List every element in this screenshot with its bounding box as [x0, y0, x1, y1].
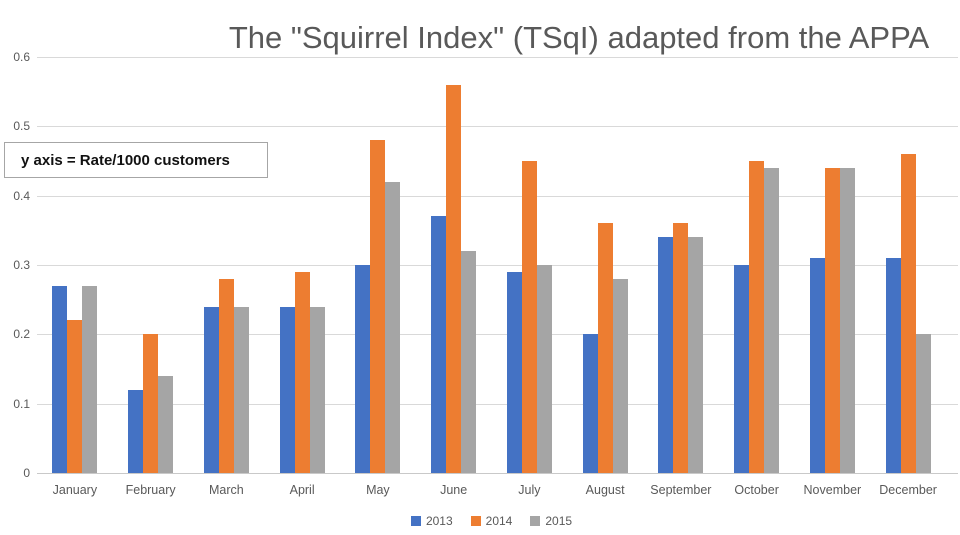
category-group-january [37, 0, 113, 473]
legend-item-2014: 2014 [470, 514, 513, 528]
legend: 2013 2014 2015 [37, 514, 946, 528]
bar-2015-may [385, 181, 401, 473]
bar-2013-april [279, 306, 295, 473]
bar-2015-december [915, 334, 931, 473]
category-group-july [492, 0, 568, 473]
category-group-june [416, 0, 492, 473]
gridline [37, 403, 958, 405]
bar-2013-february [128, 389, 144, 473]
bar-2015-january [82, 285, 98, 473]
bar-2014-october [749, 161, 765, 473]
plot-gridlines [37, 0, 958, 535]
category-group-february [113, 0, 189, 473]
bar-2014-september [673, 223, 689, 473]
gridline [37, 334, 958, 336]
bar-2013-june [431, 216, 447, 473]
x-axis-label-march: March [209, 483, 244, 497]
gridline [37, 265, 958, 266]
y-axis-annotation-text: y axis = Rate/1000 customers [21, 151, 230, 169]
x-axis-line [37, 473, 958, 474]
x-axis-label-january: January [52, 483, 98, 497]
bar-2013-september [658, 237, 674, 473]
x-axis-label-october: October [734, 483, 779, 497]
bar-2015-november [839, 167, 855, 473]
category-group-march [189, 0, 265, 473]
bar-2015-october [764, 167, 780, 473]
x-axis-label-june: June [440, 483, 468, 497]
bar-2014-march [218, 278, 234, 473]
bar-2013-october [734, 265, 750, 473]
y-axis-tick-label: 0 [23, 466, 30, 480]
x-axis-label-september: September [650, 483, 712, 497]
category-group-august [567, 0, 643, 473]
bar-2015-august [612, 278, 628, 473]
bar-2015-february [158, 375, 174, 473]
bar-2015-july [536, 265, 552, 473]
bar-2015-march [233, 306, 249, 473]
y-axis-tick-label: 0.2 [13, 327, 30, 342]
bar-2014-february [143, 334, 159, 473]
legend-swatch-2014 [470, 516, 481, 526]
x-axis-label-may: May [366, 483, 390, 497]
legend-swatch-2015 [530, 516, 541, 526]
x-axis-label-august: August [585, 483, 625, 497]
bar-2013-july [506, 271, 522, 473]
x-axis-label-april: April [289, 483, 315, 497]
bar-2013-november [809, 258, 825, 473]
bar-2014-january [67, 320, 83, 473]
bar-2013-may [355, 265, 371, 473]
x-axis-label-november: November [803, 483, 862, 497]
category-group-december [870, 0, 946, 473]
x-axis-category-labels: January February March April May June July Augu… [37, 483, 946, 501]
y-axis-tick-label: 0.4 [13, 188, 30, 203]
bar-2015-june [461, 251, 477, 473]
bar-2014-july [521, 161, 537, 473]
legend-label-2013: 2013 [425, 514, 453, 528]
category-group-september [643, 0, 719, 473]
category-group-october [719, 0, 795, 473]
y-axis-tick-label: 0.6 [13, 50, 30, 64]
bar-2014-august [597, 223, 613, 473]
legend-swatch-2013 [410, 516, 421, 526]
plot-bars [37, 0, 946, 473]
gridline [37, 126, 958, 128]
y-axis-tick-label: 0.1 [13, 396, 30, 411]
gridline [37, 57, 958, 58]
legend-label-2015: 2015 [545, 514, 573, 528]
bar-2013-march [203, 306, 219, 473]
bar-2015-september [688, 237, 704, 473]
x-axis-label-december: December [879, 483, 937, 497]
bar-2014-april [294, 271, 310, 473]
bar-2015-april [309, 306, 325, 473]
x-axis-label-july: July [518, 483, 541, 497]
y-axis-annotation-box: y axis = Rate/1000 customers [4, 142, 268, 178]
bar-2014-december [900, 154, 916, 473]
y-axis-tick-label: 0.5 [13, 119, 30, 134]
bar-2013-december [885, 258, 901, 473]
bar-2014-may [370, 140, 386, 473]
category-group-may [340, 0, 416, 473]
x-axis-label-february: February [125, 483, 176, 497]
legend-item-2013: 2013 [410, 514, 453, 528]
bar-2013-august [582, 334, 598, 473]
gridline [37, 195, 958, 197]
bar-2014-june [446, 84, 462, 473]
category-group-november [795, 0, 871, 473]
y-axis-tick-label: 0.3 [13, 258, 30, 272]
bar-2014-november [824, 167, 840, 473]
legend-item-2015: 2015 [530, 514, 572, 528]
chart-title: The "Squirrel Index" (TSqI) adapted from… [228, 20, 930, 55]
category-group-april [264, 0, 340, 473]
bar-2013-january [52, 285, 68, 473]
legend-label-2014: 2014 [485, 514, 513, 528]
